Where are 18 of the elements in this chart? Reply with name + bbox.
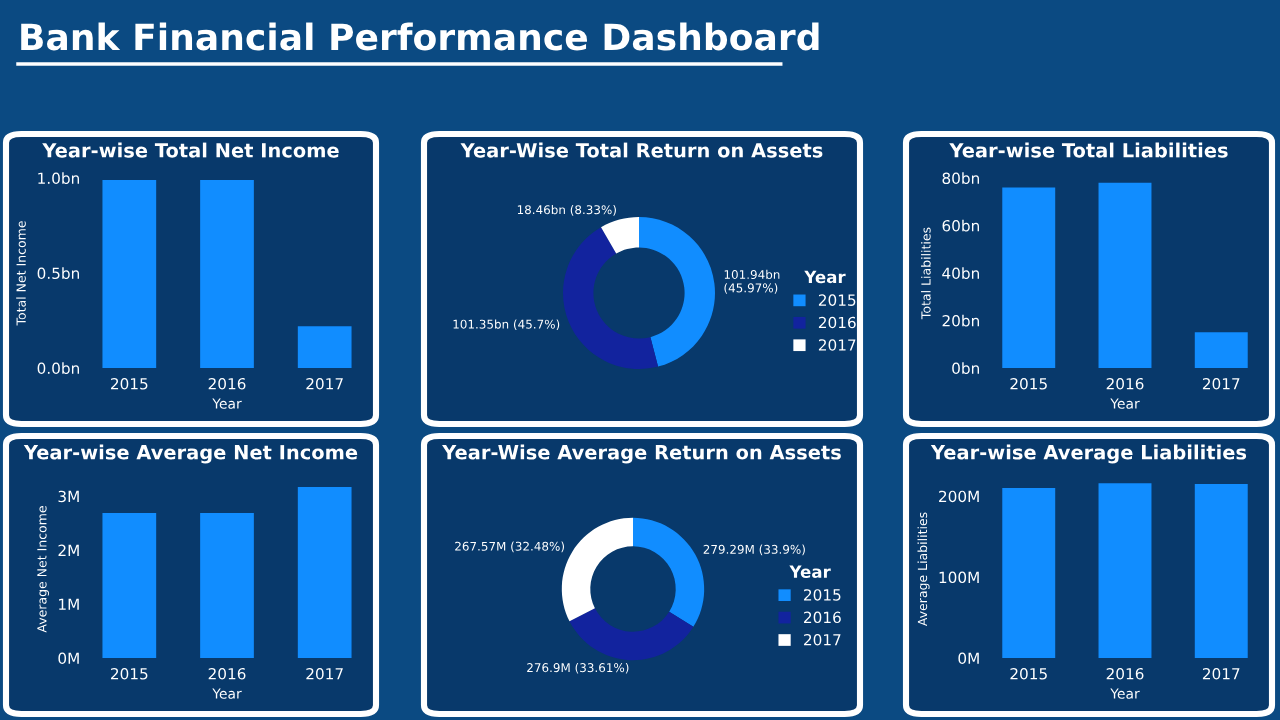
chart-title: Year-wise Average Liabilities: [930, 444, 1247, 464]
legend-title: Year: [804, 270, 846, 284]
bar: [1194, 332, 1248, 368]
bar: [1098, 182, 1152, 368]
donut-slice: [639, 217, 715, 367]
chart-title: Year-wise Total Net Income: [42, 142, 339, 158]
donut-slice: [561, 517, 633, 622]
chart-title: Year-wise Total Liabilities: [949, 142, 1228, 158]
donut-slice: [569, 608, 694, 661]
text: Bank Financial Performance Dashboard: [21, 22, 819, 51]
chart-title: Year-Wise Total Return on Assets: [460, 142, 823, 158]
chart-title: Year-wise Average Net Income: [23, 444, 358, 464]
donut-slice: [633, 517, 705, 627]
bar: [1002, 187, 1056, 368]
chart-title: Year-Wise Average Return on Assets: [442, 444, 841, 464]
donut-slice: [601, 217, 639, 254]
legend-title: Year: [789, 565, 831, 578]
donut-slice: [563, 227, 659, 369]
